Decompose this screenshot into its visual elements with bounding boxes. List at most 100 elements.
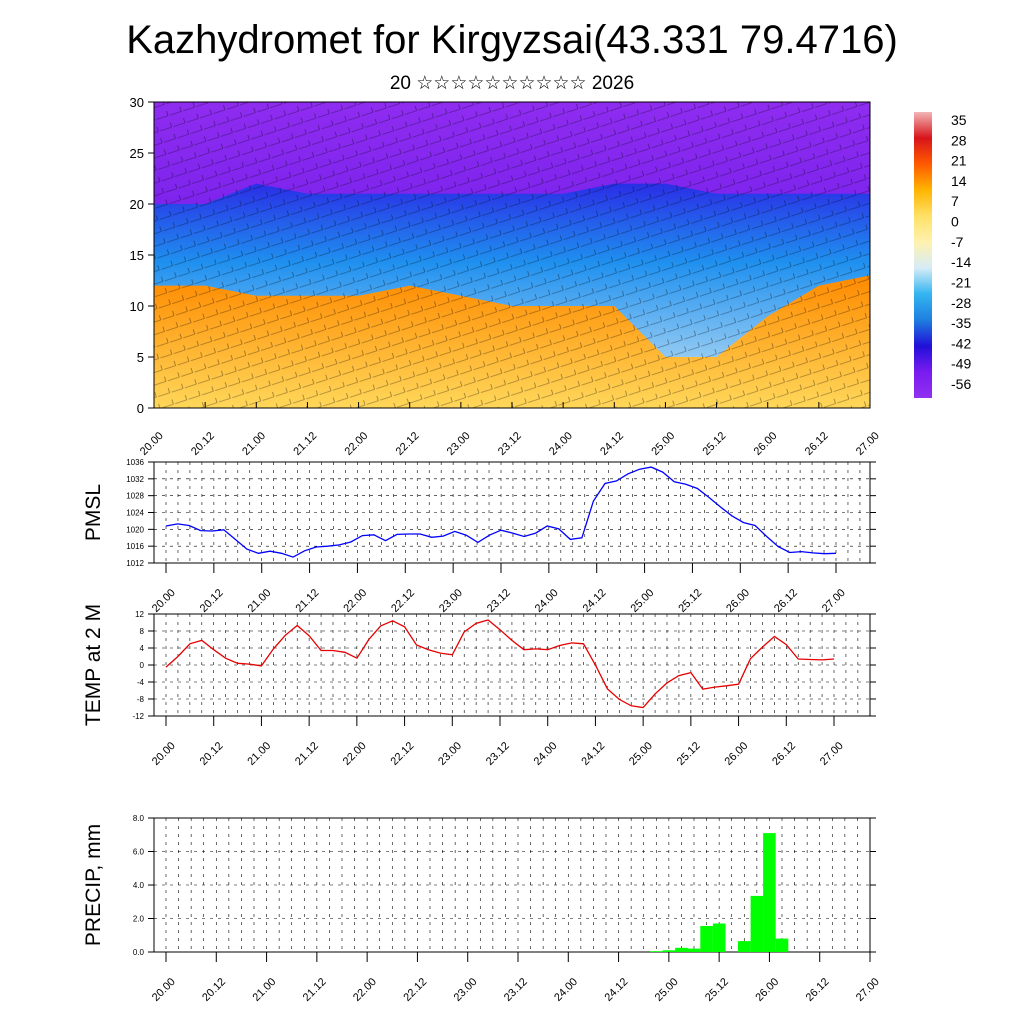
precip-panel: 20.00 20.12 21.00 21.12 22.00 22.12 23.00 23.12…	[82, 814, 882, 1004]
x-tick-label: 20.12	[200, 976, 228, 1004]
x-tick-label: 27.00	[820, 587, 848, 615]
chart-title: Kazhydromet for Kirgyzsai(43.331 79.4716…	[126, 18, 898, 62]
y-tick-label: 1032	[126, 475, 144, 484]
pmsl-line	[165, 466, 837, 558]
colorbar-label: -14	[951, 254, 971, 270]
y-tick-label: 10	[130, 299, 144, 314]
y-tick-label: 4	[140, 644, 145, 653]
y-tick-label: -8	[137, 695, 145, 704]
y-tick-label: 30	[130, 95, 144, 110]
precip-bar	[687, 948, 701, 952]
colorbar-label: -28	[951, 295, 971, 311]
x-tick-label: 25.00	[628, 587, 656, 615]
x-tick-label: 26.00	[753, 976, 781, 1004]
precip-bar	[675, 947, 688, 952]
x-tick-label: 27.00	[818, 740, 846, 768]
y-tick-label: 2.0	[133, 915, 145, 924]
y-tick-label: 1012	[126, 559, 144, 568]
precip-bar	[750, 895, 764, 952]
colorbar-scale	[914, 112, 932, 398]
x-tick-label: 24.12	[602, 976, 630, 1004]
y-axis-label: TEMP at 2 M	[82, 604, 105, 726]
x-tick-label: 26.12	[804, 976, 832, 1004]
precip-bar	[738, 941, 751, 952]
x-tick-label: 26.12	[803, 430, 831, 458]
y-tick-label: 1020	[126, 525, 144, 534]
colorbar-label: -35	[951, 315, 971, 331]
x-tick-label: 23.12	[502, 976, 530, 1004]
precip-bar	[700, 926, 713, 952]
y-tick-label: 12	[135, 610, 144, 619]
precip-bar	[775, 938, 789, 952]
x-tick-label: 25.12	[675, 740, 703, 768]
colorbar-label: -42	[951, 335, 971, 351]
y-tick-label: 0	[137, 401, 144, 416]
x-tick-label: 26.12	[772, 587, 800, 615]
x-tick-label: 22.00	[341, 587, 369, 615]
x-tick-label: 20.00	[150, 740, 178, 768]
y-tick-label: 20	[130, 197, 144, 212]
y-tick-label: 8.0	[133, 814, 145, 823]
pmsl-panel: 20.00 20.12 21.00 21.12 22.00 22.12 23.00 23.12…	[82, 458, 876, 615]
x-tick-label: 21.00	[240, 430, 268, 458]
y-tick-label: 1028	[126, 492, 144, 501]
x-tick-label: 24.00	[532, 740, 560, 768]
temp-panel: 20.00 20.12 21.00 21.12 22.00 22.12 23.00 23.12…	[82, 604, 876, 768]
y-tick-label: 8	[140, 627, 145, 636]
x-tick-label: 26.00	[724, 587, 752, 615]
x-tick-label: 25.00	[627, 740, 655, 768]
x-tick-label: 23.00	[452, 976, 480, 1004]
x-tick-label: 21.00	[245, 740, 273, 768]
x-tick-label: 20.00	[150, 587, 178, 615]
precip-bar	[763, 833, 776, 952]
y-tick-label: 6.0	[133, 848, 145, 857]
x-tick-label: 24.12	[579, 740, 607, 768]
x-tick-label: 24.00	[533, 587, 561, 615]
colorbar-label: 0	[951, 214, 959, 230]
y-tick-label: 1036	[126, 458, 144, 467]
y-axis-label: PRECIP, mm	[82, 824, 105, 946]
x-tick-label: 22.00	[351, 976, 379, 1004]
x-tick-label: 24.12	[598, 430, 626, 458]
x-tick-label: 21.12	[293, 740, 321, 768]
x-tick-label: 23.12	[496, 430, 524, 458]
colorbar-label: 14	[951, 173, 967, 189]
x-tick-label: 20.12	[189, 430, 217, 458]
colorbar-label: -21	[951, 274, 971, 290]
x-tick-label: 26.00	[752, 430, 780, 458]
x-tick-label: 20.12	[198, 587, 226, 615]
x-tick-label: 27.00	[854, 430, 882, 458]
y-tick-label: 4.0	[133, 881, 145, 890]
x-tick-label: 20.12	[198, 740, 226, 768]
wind-barbs	[154, 102, 870, 408]
x-tick-label: 21.12	[291, 430, 319, 458]
colorbar-label: 7	[951, 193, 959, 209]
x-tick-label: 21.00	[246, 587, 274, 615]
x-tick-label: 22.00	[341, 740, 369, 768]
precip-bar	[662, 950, 676, 952]
x-tick-label: 20.00	[138, 430, 166, 458]
profile-panel: 0 5 10 15 20 25 30 20.00 20.12 21.00 21.12 22.00 22…	[130, 95, 882, 458]
colorbar-label: -49	[951, 356, 971, 372]
colorbar-label: 21	[951, 153, 967, 169]
y-tick-label: 0.0	[133, 948, 145, 957]
x-tick-label: 22.12	[401, 976, 429, 1004]
x-tick-label: 23.00	[445, 430, 473, 458]
x-tick-label: 20.00	[150, 976, 178, 1004]
y-tick-label: -4	[137, 678, 145, 687]
x-tick-label: 22.12	[388, 740, 416, 768]
x-tick-label: 22.12	[394, 430, 422, 458]
x-tick-label: 23.12	[485, 587, 513, 615]
x-tick-label: 27.00	[854, 976, 882, 1004]
colorbar-label: -56	[951, 376, 971, 392]
x-tick-label: 21.00	[250, 976, 278, 1004]
x-tick-label: 22.00	[342, 430, 370, 458]
x-tick-label: 24.00	[547, 430, 575, 458]
x-tick-label: 25.00	[649, 430, 677, 458]
y-tick-label: -12	[132, 712, 144, 721]
precip-bar	[650, 951, 663, 952]
colorbar-label: 35	[951, 112, 967, 128]
x-tick-label: 24.00	[552, 976, 580, 1004]
colorbar-label: -7	[951, 234, 964, 250]
